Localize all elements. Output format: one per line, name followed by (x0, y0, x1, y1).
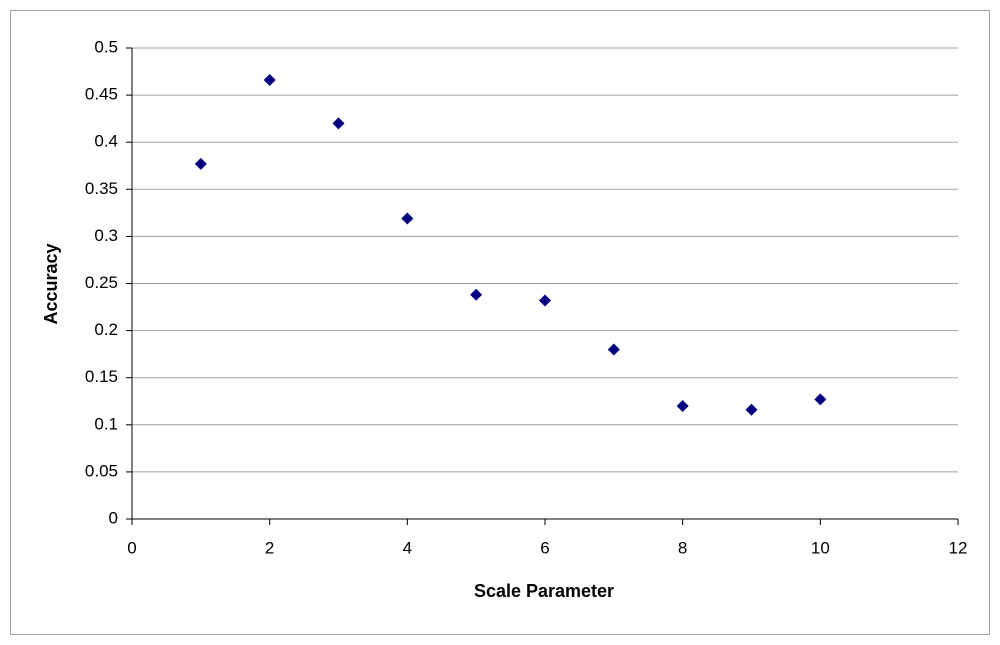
y-tick-label: 0.35 (85, 179, 118, 198)
y-tick-label: 0.05 (85, 461, 118, 480)
point (676, 399, 689, 412)
x-tick-label: 2 (265, 538, 274, 557)
y-tick-label: 0.15 (85, 367, 118, 386)
y-tick-label: 0.3 (94, 226, 118, 245)
y-tick-label: 0.25 (85, 273, 118, 292)
point (745, 403, 758, 416)
y-tick-label: 0.45 (85, 85, 118, 104)
point (263, 74, 276, 87)
point (539, 294, 551, 307)
point (470, 288, 483, 301)
x-tick-label: 12 (949, 538, 968, 557)
y-tick-label: 0.5 (94, 37, 118, 56)
x-axis-title: Scale Parameter (474, 581, 614, 601)
point (332, 117, 345, 130)
point (814, 393, 827, 406)
point (401, 212, 414, 225)
x-tick-label: 4 (403, 538, 412, 557)
x-tick-label: 8 (678, 538, 687, 557)
point (194, 157, 207, 170)
y-tick-label: 0 (109, 508, 118, 527)
point (607, 343, 620, 356)
y-tick-label: 0.4 (94, 132, 118, 151)
x-tick-label: 10 (811, 538, 830, 557)
y-tick-label: 0.2 (94, 320, 118, 339)
x-tick-label: 0 (127, 538, 136, 557)
y-tick-label: 0.1 (94, 414, 118, 433)
x-tick-label: 6 (540, 538, 549, 557)
chart-border (10, 10, 990, 635)
y-axis-title: Accuracy (41, 243, 61, 324)
